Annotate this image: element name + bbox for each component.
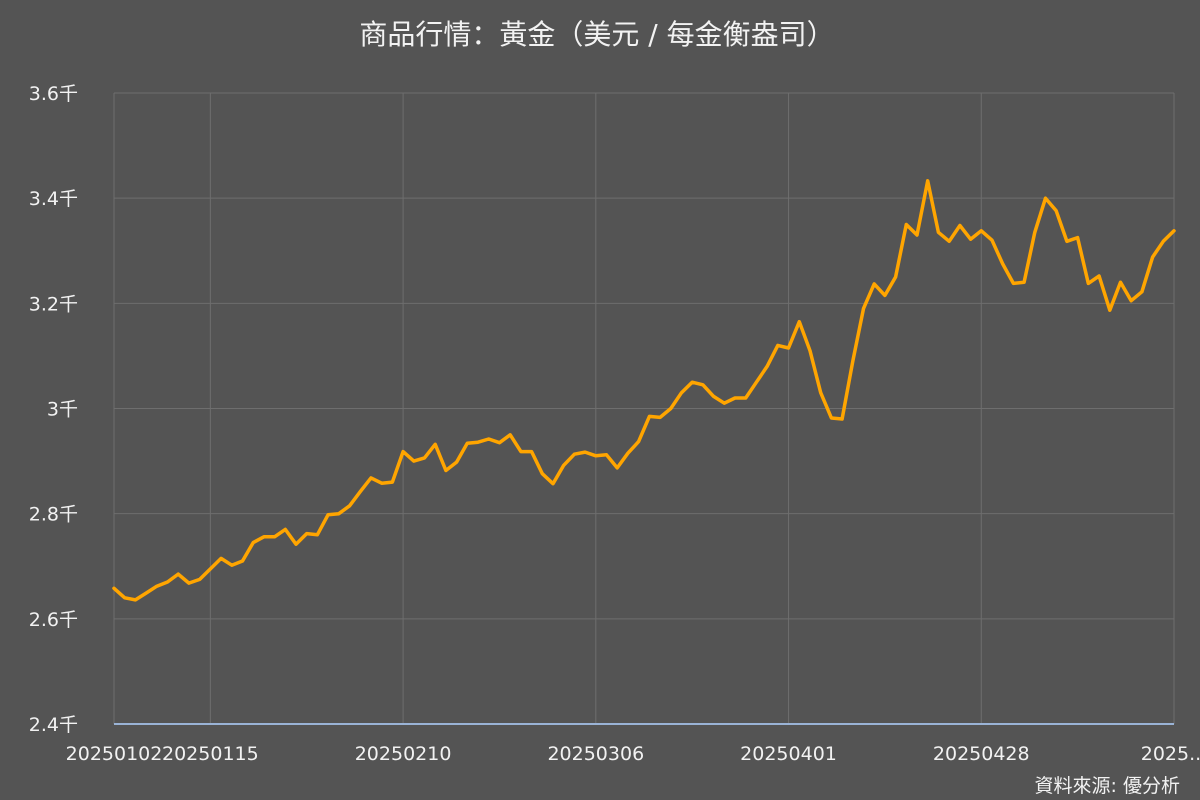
x-axis-ticks: 20250102 20250115 20250210 20250306 20250401… <box>66 743 1200 765</box>
gold-price-line <box>112 179 1176 602</box>
x-tick-label: 20250115 <box>162 743 259 765</box>
x-tick-label: 20250306 <box>547 743 644 765</box>
x-tick-label: 20250401 <box>740 743 837 765</box>
y-tick-label: 2.6千 <box>29 609 78 631</box>
chart-title: 商品行情：黃金（美元 / 每金衡盎司） <box>359 18 834 51</box>
y-tick-label: 3千 <box>47 399 78 421</box>
x-tick-label: 20250102 <box>66 743 163 765</box>
y-tick-label: 2.4千 <box>29 714 78 736</box>
y-tick-label: 3.4千 <box>29 188 78 210</box>
x-tick-label: 20250428 <box>933 743 1030 765</box>
y-tick-label: 2.8千 <box>29 504 78 526</box>
y-tick-label: 3.2千 <box>29 293 78 315</box>
series-layer <box>112 179 1176 602</box>
x-tick-label: 20250210 <box>355 743 452 765</box>
x-tick-label: 2025... <box>1141 743 1200 765</box>
grid-lines <box>113 92 1175 724</box>
y-axis-ticks: 2.4千 2.6千 2.8千 3千 3.2千 3.4千 3.6千 <box>29 83 78 736</box>
y-tick-label: 3.6千 <box>29 83 78 105</box>
source-note: 資料來源: 優分析 <box>1035 775 1180 797</box>
